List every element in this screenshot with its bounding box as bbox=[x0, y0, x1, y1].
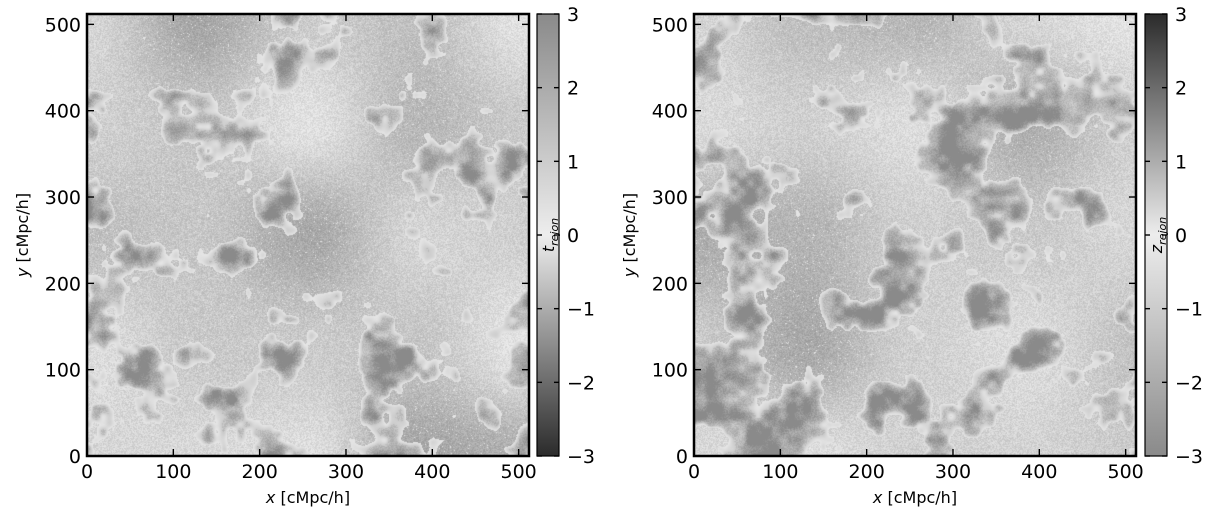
y-tick-label-right: 0 bbox=[676, 446, 688, 468]
heatmap-left bbox=[87, 14, 529, 456]
heatmap-canvas-right bbox=[694, 14, 1136, 456]
x-tick-label-right: 300 bbox=[935, 461, 971, 483]
y-tick-label-right: 400 bbox=[652, 101, 688, 123]
axis-ticks-right: 0 100 200 300 400 500 0 100 200 300 400 500 bbox=[652, 14, 1144, 483]
x-tick-label-left: 400 bbox=[414, 461, 450, 483]
colorbar-tick-label-left: 3 bbox=[567, 4, 579, 26]
x-tick-label-right: 200 bbox=[849, 461, 885, 483]
y-tick-label-right: 100 bbox=[652, 360, 688, 382]
panel-left: 0 100 200 300 400 500 0 100 200 300 400 500 x [cMpc… bbox=[13, 4, 595, 507]
y-tick-label-right: 500 bbox=[652, 14, 688, 36]
colorbar-tick-label-right: 0 bbox=[1175, 225, 1187, 247]
colorbar-tick-label-left: −1 bbox=[567, 299, 595, 321]
colorbar-tick-label-left: 1 bbox=[567, 151, 579, 173]
colorbar-tick-label-right: −1 bbox=[1175, 299, 1203, 321]
x-tick-label-right: 100 bbox=[762, 461, 798, 483]
x-tick-label-left: 100 bbox=[155, 461, 191, 483]
y-tick-label-right: 300 bbox=[652, 187, 688, 209]
y-axis-label-left: y [cMpc/h] bbox=[13, 193, 32, 278]
heatmap-right bbox=[694, 14, 1136, 456]
colorbar-tick-label-right: −3 bbox=[1175, 446, 1203, 468]
colorbar-ticks-right: 3 2 1 0 −1 −2 −3 bbox=[1145, 4, 1203, 468]
colorbar-tick-label-right: −2 bbox=[1175, 372, 1203, 394]
x-axis-label-left: x [cMpc/h] bbox=[265, 488, 350, 507]
y-tick-label-left: 300 bbox=[45, 187, 81, 209]
x-tick-label-left: 500 bbox=[501, 461, 537, 483]
y-tick-label-left: 0 bbox=[69, 446, 81, 468]
y-tick-label-left: 400 bbox=[45, 101, 81, 123]
colorbar-label-left: trejon bbox=[539, 218, 561, 252]
colorbar-tick-label-left: −2 bbox=[567, 372, 595, 394]
heatmap-canvas-left bbox=[87, 14, 529, 456]
colorbar-tick-label-right: 2 bbox=[1175, 78, 1187, 100]
x-tick-label-left: 300 bbox=[328, 461, 364, 483]
colorbar-tick-label-left: 2 bbox=[567, 78, 579, 100]
x-tick-label-right: 0 bbox=[688, 461, 700, 483]
colorbar-tick-label-right: 3 bbox=[1175, 4, 1187, 26]
plot-frame-right bbox=[692, 12, 1138, 458]
y-tick-label-left: 500 bbox=[45, 14, 81, 36]
y-tick-label-right: 200 bbox=[652, 273, 688, 295]
x-axis-label-right: x [cMpc/h] bbox=[872, 488, 957, 507]
y-tick-label-left: 100 bbox=[45, 360, 81, 382]
panel-right: 0 100 200 300 400 500 0 100 200 300 400 500 x [cMpc… bbox=[620, 4, 1203, 507]
y-axis-label-right: y [cMpc/h] bbox=[620, 193, 639, 278]
colorbar-tick-label-left: 0 bbox=[567, 225, 579, 247]
axis-ticks-left: 0 100 200 300 400 500 0 100 200 300 400 500 bbox=[45, 14, 537, 483]
x-tick-label-left: 200 bbox=[242, 461, 278, 483]
colorbar-ticks-left: 3 2 1 0 −1 −2 −3 bbox=[537, 4, 595, 468]
x-tick-label-right: 500 bbox=[1108, 461, 1144, 483]
x-tick-label-left: 0 bbox=[81, 461, 93, 483]
x-tick-label-right: 400 bbox=[1021, 461, 1057, 483]
y-tick-label-left: 200 bbox=[45, 273, 81, 295]
colorbar-tick-label-left: −3 bbox=[567, 446, 595, 468]
colorbar-label-right: zrejon bbox=[1147, 217, 1169, 254]
colorbar-tick-label-right: 1 bbox=[1175, 151, 1187, 173]
plot-frame-left bbox=[85, 12, 531, 458]
